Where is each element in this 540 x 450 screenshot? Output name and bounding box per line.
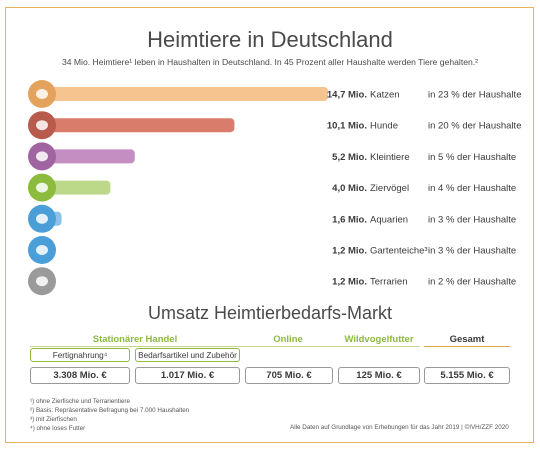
value-bedarfsartikel: 1.017 Mio. € [135, 367, 240, 384]
header-online: Online [273, 334, 303, 345]
household-label-0: in 23 % der Haushalte [428, 90, 521, 101]
header-underline-gold [424, 346, 510, 347]
value-label-6: 1,2 Mio. [332, 277, 367, 288]
value-total: 5.155 Mio. € [424, 367, 510, 384]
pond-fish-icon-glyph [36, 245, 48, 255]
header-underline-green [30, 346, 420, 347]
outer-frame [5, 7, 534, 443]
rabbit-icon-glyph [36, 151, 48, 162]
household-label-1: in 20 % der Haushalte [428, 121, 521, 132]
value-label-3: 4,0 Mio. [332, 183, 367, 194]
category-label-3: Ziervögel [370, 183, 409, 194]
header-total: Gesamt [449, 334, 485, 345]
sub-bedarfsartikel: Bedarfsartikel und Zubehör [135, 348, 240, 362]
page-title: Heimtiere in Deutschland [147, 27, 393, 52]
value-label-2: 5,2 Mio. [332, 152, 367, 163]
category-label-4: Aquarien [370, 214, 408, 225]
footnote-4: ⁴) ohne loses Futter [30, 425, 86, 432]
bird-icon-glyph [36, 182, 48, 193]
value-online: 705 Mio. € [245, 367, 333, 384]
dog-icon-glyph [36, 120, 48, 131]
sub-fertignahrung: Fertignahrung⁴ [30, 348, 130, 362]
household-label-5: in 3 % der Haushalte [428, 246, 516, 257]
footnote-3: ³) mit Zierfischen [30, 416, 77, 423]
value-label-4: 1,6 Mio. [332, 214, 367, 225]
category-label-1: Hunde [370, 121, 398, 132]
market-title: Umsatz Heimtierbedarfs-Markt [147, 303, 393, 323]
household-label-2: in 5 % der Haushalte [428, 152, 516, 163]
fish-icon-glyph [36, 213, 48, 224]
header-stationary: Stationärer Handel [92, 334, 178, 345]
source-note: Alle Daten auf Grundlage von Erhebungen … [290, 424, 509, 431]
bar-1 [29, 118, 235, 133]
value-fertignahrung: 3.308 Mio. € [30, 367, 130, 384]
footnote-1: ¹) ohne Zierfische und Terrarientiere [30, 398, 130, 405]
value-label-5: 1,2 Mio. [332, 246, 367, 257]
bar-0 [29, 87, 328, 101]
household-label-4: in 3 % der Haushalte [428, 214, 516, 225]
category-label-5: Gartenteiche³ [370, 246, 428, 257]
household-label-6: in 2 % der Haushalte [428, 277, 516, 288]
category-label-2: Kleintiere [370, 152, 410, 163]
page-subtitle: 34 Mio. Heimtiere¹ leben in Haushalten i… [61, 57, 479, 67]
category-label-0: Katzen [370, 90, 400, 101]
household-label-3: in 4 % der Haushalte [428, 183, 516, 194]
value-wildvogelfutter: 125 Mio. € [338, 367, 420, 384]
pet-bar-chart: 14,7 Mio. Katzen in 23 % der Haushalte 10,1… [28, 80, 521, 296]
value-label-0: 14,7 Mio. [327, 90, 367, 101]
footnote-2: ²) Basis: Repräsentative Befragung bei 7… [30, 407, 190, 414]
value-label-1: 10,1 Mio. [327, 121, 367, 132]
header-wildvogelfutter: Wildvogelfutter [344, 334, 414, 345]
category-label-6: Terrarien [370, 277, 408, 288]
turtle-icon-glyph [36, 276, 48, 287]
cat-icon-glyph [36, 89, 48, 99]
